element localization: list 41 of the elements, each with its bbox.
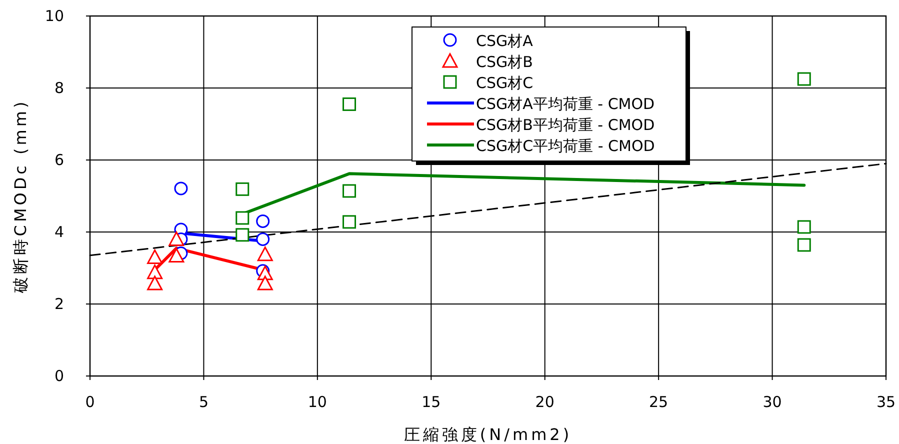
legend-label: CSG材A — [476, 32, 534, 50]
x-tick-label: 30 — [762, 393, 782, 411]
point — [256, 214, 270, 228]
point — [236, 211, 250, 225]
x-tick-label: 10 — [308, 393, 327, 411]
x-tick-label: 35 — [876, 393, 896, 411]
y-axis-title: 破断時CMODc (mm) — [11, 98, 30, 294]
y-tick-label: 6 — [54, 151, 64, 169]
point — [342, 97, 356, 111]
x-axis-title: 圧縮強度(N/mm2) — [404, 425, 572, 444]
point — [147, 264, 163, 280]
legend-label: CSG材C — [476, 74, 534, 92]
point — [342, 215, 356, 229]
point — [797, 220, 811, 234]
y-tick-label: 4 — [54, 223, 64, 241]
x-tick-label: 0 — [85, 393, 95, 411]
legend-label: CSG材C平均荷重 - CMOD — [476, 137, 655, 155]
legend-label: CSG材B — [476, 53, 533, 71]
point — [174, 182, 188, 196]
point — [257, 246, 273, 262]
point — [168, 231, 184, 246]
y-tick-label: 10 — [44, 7, 64, 25]
y-tick-label: 2 — [54, 295, 64, 313]
point — [257, 276, 273, 290]
point — [797, 72, 811, 86]
x-tick-label: 20 — [535, 393, 554, 411]
point — [147, 249, 163, 264]
point — [342, 184, 356, 198]
point — [168, 248, 184, 263]
x-tick-label: 25 — [649, 393, 668, 411]
point — [236, 228, 250, 242]
legend-label: CSG材A平均荷重 - CMOD — [476, 95, 655, 113]
point — [147, 276, 163, 290]
point — [797, 238, 811, 252]
legend-label: CSG材B平均荷重 - CMOD — [476, 116, 655, 134]
point — [236, 182, 250, 196]
point — [256, 232, 270, 246]
y-tick-label: 8 — [54, 79, 64, 97]
y-tick-label: 0 — [54, 367, 64, 385]
x-tick-label: 5 — [198, 393, 208, 411]
x-tick-label: 15 — [422, 393, 441, 411]
